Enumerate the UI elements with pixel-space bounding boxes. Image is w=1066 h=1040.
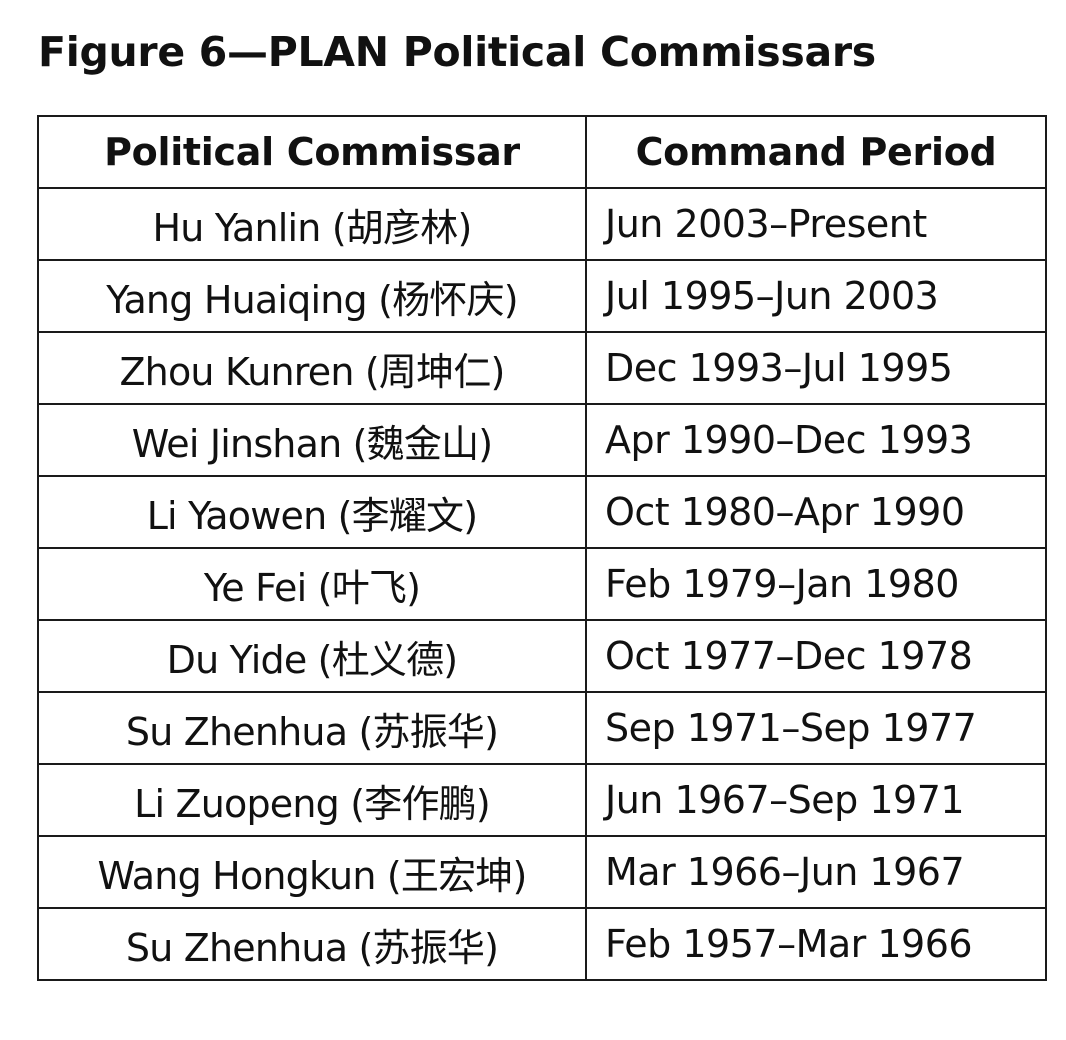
command-period-cell: Dec 1993–Jul 1995: [585, 331, 1047, 405]
command-period-cell: Oct 1977–Dec 1978: [585, 619, 1047, 693]
commissar-name-cell: Hu Yanlin (胡彦林): [37, 187, 587, 261]
table-row: Li Yaowen (李耀文) Oct 1980–Apr 1990: [37, 475, 1047, 549]
table-row: Li Zuopeng (李作鹏) Jun 1967–Sep 1971: [37, 763, 1047, 837]
table-row: Hu Yanlin (胡彦林) Jun 2003–Present: [37, 187, 1047, 261]
commissar-name-cell: Ye Fei (叶飞): [37, 547, 587, 621]
commissar-name-cell: Wang Hongkun (王宏坤): [37, 835, 587, 909]
column-header-political-commissar: Political Commissar: [37, 115, 587, 189]
column-header-command-period: Command Period: [585, 115, 1047, 189]
command-period-cell: Sep 1971–Sep 1977: [585, 691, 1047, 765]
command-period-cell: Feb 1979–Jan 1980: [585, 547, 1047, 621]
table-row: Yang Huaiqing (杨怀庆) Jul 1995–Jun 2003: [37, 259, 1047, 333]
command-period-cell: Jun 2003–Present: [585, 187, 1047, 261]
command-period-cell: Apr 1990–Dec 1993: [585, 403, 1047, 477]
table-row: Wang Hongkun (王宏坤) Mar 1966–Jun 1967: [37, 835, 1047, 909]
figure-title: Figure 6—PLAN Political Commissars: [38, 28, 876, 76]
commissar-name-cell: Zhou Kunren (周坤仁): [37, 331, 587, 405]
table-row: Du Yide (杜义德) Oct 1977–Dec 1978: [37, 619, 1047, 693]
table-row: Ye Fei (叶飞) Feb 1979–Jan 1980: [37, 547, 1047, 621]
commissar-name-cell: Wei Jinshan (魏金山): [37, 403, 587, 477]
commissar-name-cell: Li Zuopeng (李作鹏): [37, 763, 587, 837]
commissars-table: Political Commissar Command Period Hu Ya…: [37, 115, 1047, 981]
commissar-name-cell: Yang Huaiqing (杨怀庆): [37, 259, 587, 333]
command-period-cell: Jul 1995–Jun 2003: [585, 259, 1047, 333]
command-period-cell: Feb 1957–Mar 1966: [585, 907, 1047, 981]
table-row: Zhou Kunren (周坤仁) Dec 1993–Jul 1995: [37, 331, 1047, 405]
command-period-cell: Jun 1967–Sep 1971: [585, 763, 1047, 837]
commissar-name-cell: Du Yide (杜义德): [37, 619, 587, 693]
table-header-row: Political Commissar Command Period: [37, 115, 1047, 189]
table-row: Su Zhenhua (苏振华) Feb 1957–Mar 1966: [37, 907, 1047, 981]
table-row: Wei Jinshan (魏金山) Apr 1990–Dec 1993: [37, 403, 1047, 477]
commissar-name-cell: Su Zhenhua (苏振华): [37, 907, 587, 981]
commissar-name-cell: Li Yaowen (李耀文): [37, 475, 587, 549]
command-period-cell: Mar 1966–Jun 1967: [585, 835, 1047, 909]
command-period-cell: Oct 1980–Apr 1990: [585, 475, 1047, 549]
commissar-name-cell: Su Zhenhua (苏振华): [37, 691, 587, 765]
table-row: Su Zhenhua (苏振华) Sep 1971–Sep 1977: [37, 691, 1047, 765]
